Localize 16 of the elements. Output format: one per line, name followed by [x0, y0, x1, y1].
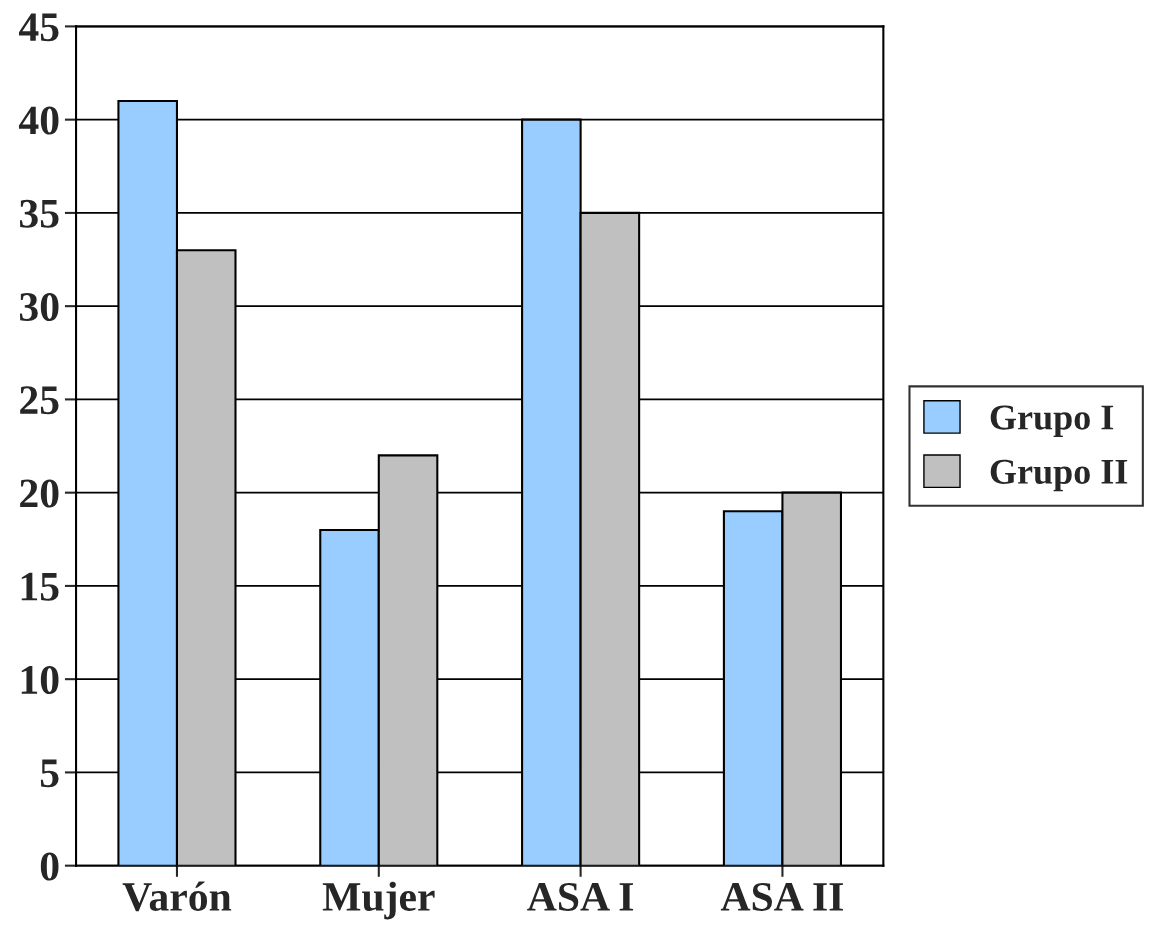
y-tick-label: 15: [21, 572, 59, 601]
x-tick-label: ASA I: [527, 882, 634, 911]
y-tick-label: 10: [21, 665, 59, 695]
y-tick-label: 40: [18, 106, 59, 135]
x-tick-label: ASA II: [720, 882, 843, 911]
y-tick-label: 20: [20, 479, 59, 508]
y-tick-label: 30: [19, 292, 59, 322]
legend-label: Grupo II: [990, 459, 1128, 492]
x-tick-label: Varón: [122, 881, 232, 912]
y-tick-label: 0: [40, 852, 59, 881]
y-tick-label: 45: [18, 13, 59, 42]
y-tick-label: 25: [20, 386, 59, 415]
y-tick-label: 35: [19, 199, 59, 228]
x-tick-label: Mujer: [322, 881, 435, 920]
legend-label: Grupo I: [990, 405, 1114, 438]
y-tick-label: 5: [40, 759, 59, 788]
